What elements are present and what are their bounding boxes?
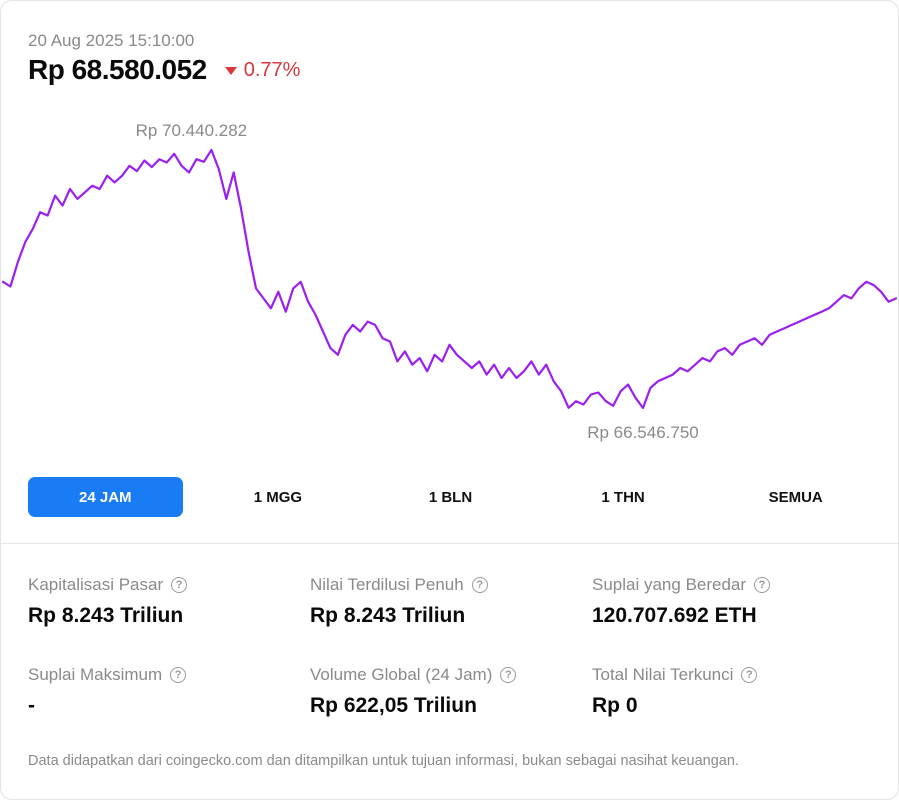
tab-1-mgg[interactable]: 1 MGG <box>253 488 303 506</box>
stat-circulating-supply: Suplai yang Beredar ? 120.707.692 ETH <box>592 575 862 628</box>
price-chart[interactable]: Rp 70.440.282 Rp 66.546.750 <box>1 106 898 451</box>
price-line <box>1 148 898 410</box>
section-divider <box>1 543 898 544</box>
stat-value: Rp 8.243 Triliun <box>310 604 466 627</box>
range-tabs: 24 JAM 1 MGG 1 BLN 1 THN SEMUA <box>28 477 873 517</box>
stat-label: Suplai Maksimum <box>28 665 163 684</box>
help-icon[interactable]: ? <box>500 667 517 683</box>
help-icon[interactable]: ? <box>170 667 187 683</box>
stat-market-cap: Kapitalisasi Pasar ? Rp 8.243 Triliun <box>28 575 298 628</box>
stat-label: Suplai yang Beredar <box>592 575 747 594</box>
tab-24-jam[interactable]: 24 JAM <box>28 477 183 517</box>
stat-label: Nilai Terdilusi Penuh <box>310 575 464 594</box>
stat-max-supply: Suplai Maksimum ? - <box>28 665 298 718</box>
price-row: Rp 68.580.052 0.77% <box>28 54 300 86</box>
disclaimer-text: Data didapatkan dari coingecko.com dan d… <box>28 753 739 769</box>
stat-total-value-locked: Total Nilai Terkunci ? Rp 0 <box>592 665 862 718</box>
price-change: 0.77% <box>224 58 301 82</box>
stat-fully-diluted-value: Nilai Terdilusi Penuh ? Rp 8.243 Triliun <box>310 575 580 628</box>
help-icon[interactable]: ? <box>471 577 488 593</box>
price-timestamp: 20 Aug 2025 15:10:00 <box>28 31 195 50</box>
help-icon[interactable]: ? <box>171 577 188 593</box>
down-triangle-icon <box>224 67 237 75</box>
tab-semua[interactable]: SEMUA <box>768 488 823 506</box>
stat-global-volume: Volume Global (24 Jam) ? Rp 622,05 Trili… <box>310 665 580 718</box>
stat-value: Rp 0 <box>592 694 638 717</box>
chart-high-label: Rp 70.440.282 <box>136 121 248 140</box>
price-change-percent: 0.77% <box>243 58 301 81</box>
stat-value: Rp 622,05 Triliun <box>310 694 477 717</box>
current-price: Rp 68.580.052 <box>28 54 207 85</box>
stat-label: Kapitalisasi Pasar <box>28 575 164 594</box>
help-icon[interactable]: ? <box>741 667 758 683</box>
stat-label: Total Nilai Terkunci <box>592 665 734 684</box>
stat-value: Rp 8.243 Triliun <box>28 604 184 627</box>
stat-value: 120.707.692 ETH <box>592 604 757 627</box>
stat-label: Volume Global (24 Jam) <box>310 665 493 684</box>
tab-1-thn[interactable]: 1 THN <box>601 488 645 506</box>
stat-value: - <box>28 694 35 717</box>
tab-1-bln[interactable]: 1 BLN <box>428 488 473 506</box>
help-icon[interactable]: ? <box>754 577 771 593</box>
chart-low-label: Rp 66.546.750 <box>587 423 699 442</box>
